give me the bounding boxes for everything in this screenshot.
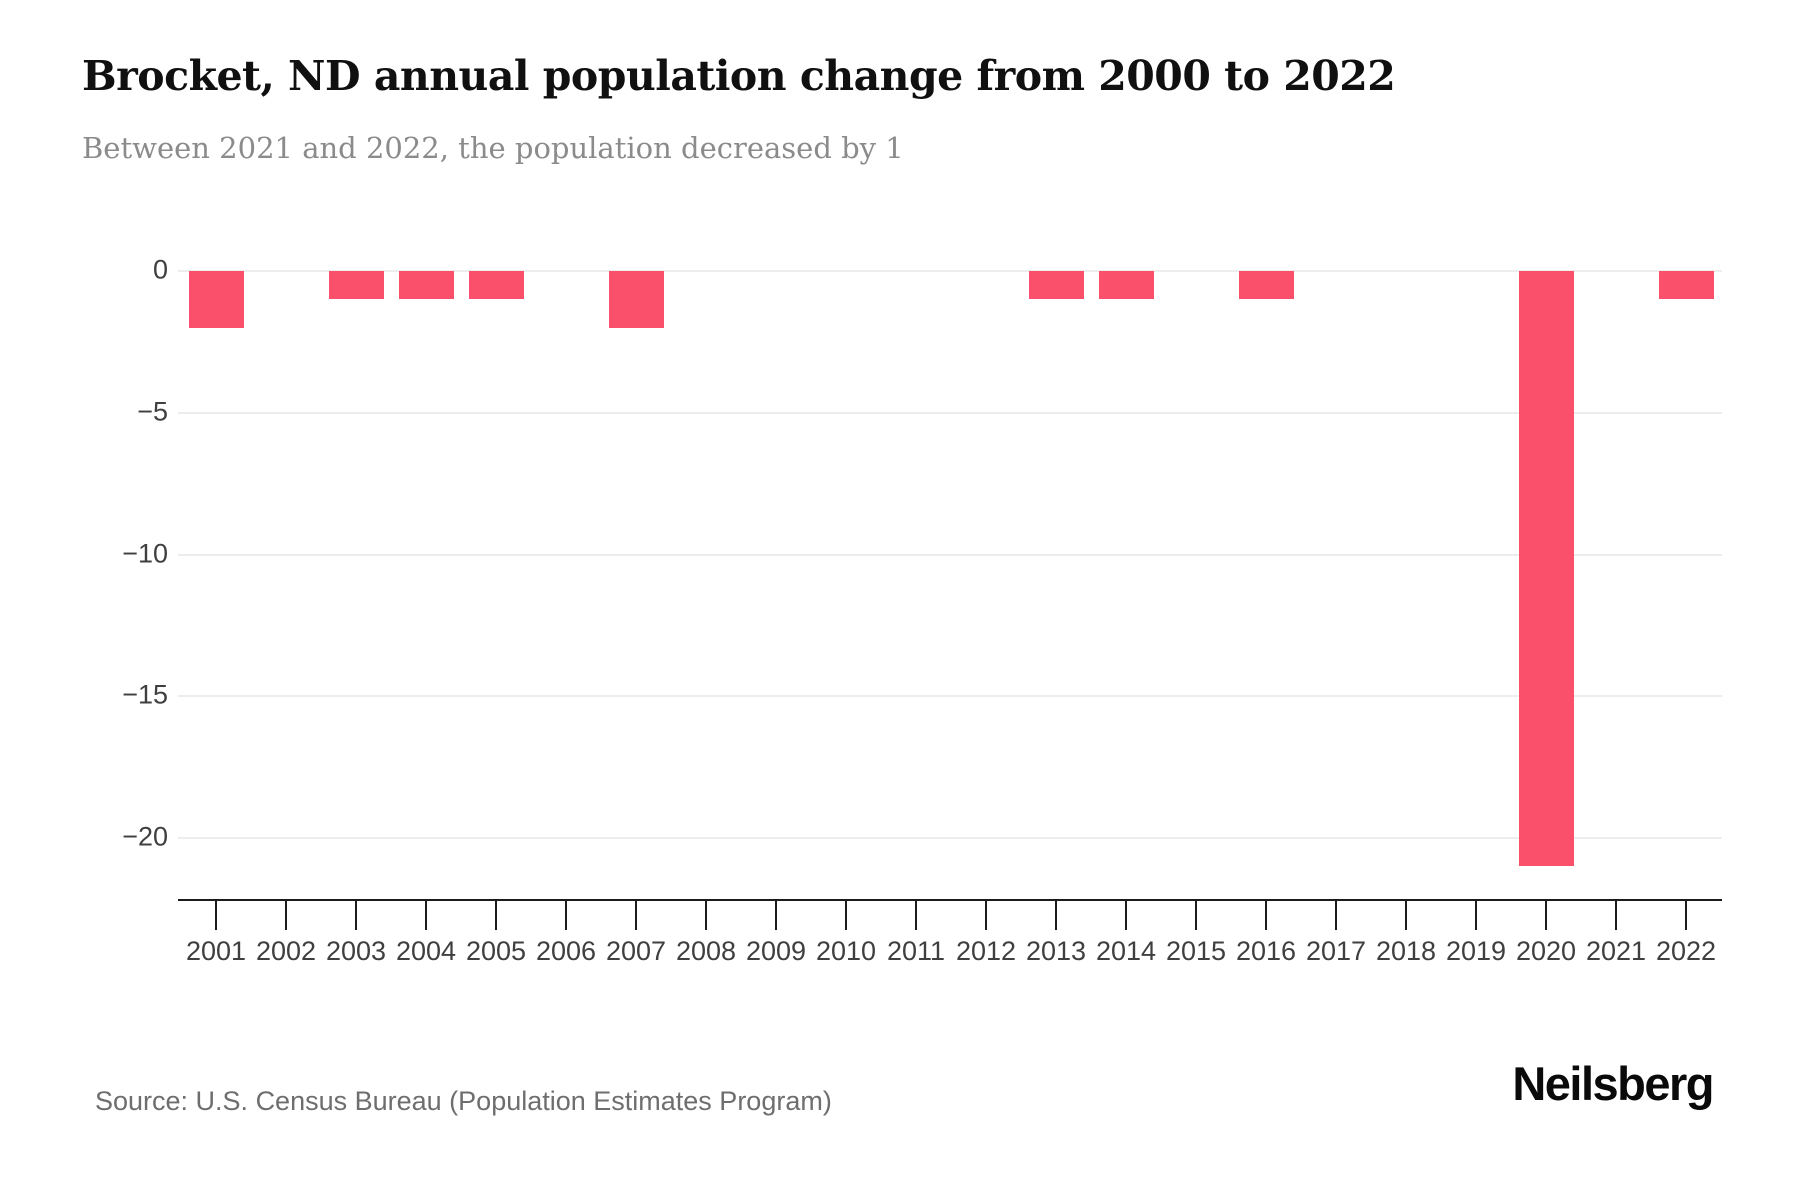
x-axis-tick-label: 2019	[1445, 936, 1507, 966]
x-axis-tick	[565, 901, 567, 930]
bar-2005[interactable]	[468, 271, 524, 299]
x-axis-tick-label: 2007	[605, 936, 667, 966]
x-axis-tick	[355, 901, 357, 930]
bar-2003[interactable]	[328, 271, 384, 299]
x-axis-tick	[705, 901, 707, 930]
x-axis-tick-label: 2002	[255, 936, 317, 966]
x-axis-tick	[1475, 901, 1477, 930]
x-axis-tick-label: 2015	[1165, 936, 1227, 966]
y-gridline	[178, 837, 1722, 839]
bar-2013[interactable]	[1028, 271, 1084, 299]
x-axis-tick	[845, 901, 847, 930]
x-axis-tick	[1195, 901, 1197, 930]
x-axis-tick	[635, 901, 637, 930]
x-axis-tick	[1615, 901, 1617, 930]
x-axis-tick	[285, 901, 287, 930]
x-axis-tick	[1545, 901, 1547, 930]
chart-title: Brocket, ND annual population change fro…	[82, 52, 1396, 100]
x-axis-tick-label: 2010	[815, 936, 877, 966]
y-gridline	[178, 411, 1722, 414]
chart-subtitle: Between 2021 and 2022, the population de…	[82, 131, 904, 165]
x-axis-tick-label: 2020	[1515, 936, 1577, 966]
x-axis-tick-label: 2006	[535, 936, 597, 966]
x-axis-tick	[1685, 901, 1687, 930]
x-axis-tick	[1335, 901, 1337, 930]
x-axis-tick	[775, 901, 777, 930]
x-axis-tick	[915, 901, 917, 930]
x-axis-line	[178, 899, 1722, 901]
x-axis-tick	[215, 901, 217, 930]
x-axis-tick-label: 2014	[1095, 936, 1157, 966]
x-axis-tick-label: 2004	[395, 936, 457, 966]
x-axis-tick-label: 2003	[325, 936, 387, 966]
x-axis-tick-label: 2017	[1305, 936, 1367, 966]
bar-2020[interactable]	[1518, 271, 1574, 866]
x-axis-tick	[425, 901, 427, 930]
bar-2022[interactable]	[1658, 271, 1714, 299]
x-axis-tick-label: 2021	[1585, 936, 1647, 966]
y-axis-tick-label: −20	[122, 821, 168, 852]
y-axis-tick-label: −5	[137, 396, 168, 427]
y-gridline	[178, 270, 1722, 272]
x-axis-tick-label: 2013	[1025, 936, 1087, 966]
x-axis-tick-label: 2011	[886, 936, 946, 966]
x-axis-tick-label: 2016	[1235, 936, 1297, 966]
x-axis-tick	[985, 901, 987, 930]
y-gridline	[178, 553, 1722, 556]
x-axis-tick-label: 2022	[1655, 936, 1717, 966]
y-axis-tick-label: −10	[122, 537, 168, 568]
x-axis-tick-label: 2008	[675, 936, 737, 966]
x-axis-tick	[1125, 901, 1127, 930]
x-axis-tick-label: 2018	[1375, 936, 1437, 966]
x-axis-tick-label: 2012	[955, 936, 1017, 966]
bar-2016[interactable]	[1238, 271, 1294, 299]
x-axis-tick-label: 2001	[185, 936, 247, 966]
brand-logo: Neilsberg	[1512, 1057, 1714, 1110]
bar-2014[interactable]	[1098, 271, 1154, 299]
source-note: Source: U.S. Census Bureau (Population E…	[95, 1086, 832, 1116]
y-axis-tick-label: −15	[122, 679, 168, 710]
bar-2001[interactable]	[188, 271, 244, 328]
x-axis-tick	[1055, 901, 1057, 930]
x-axis-tick	[495, 901, 497, 930]
x-axis-tick	[1405, 901, 1407, 930]
x-axis-tick-label: 2005	[465, 936, 527, 966]
bar-2007[interactable]	[608, 271, 664, 328]
y-axis-tick-label: 0	[152, 254, 168, 285]
bar-2004[interactable]	[398, 271, 454, 299]
y-gridline	[178, 695, 1722, 698]
x-axis-tick-label: 2009	[745, 936, 807, 966]
x-axis-tick	[1265, 901, 1267, 930]
